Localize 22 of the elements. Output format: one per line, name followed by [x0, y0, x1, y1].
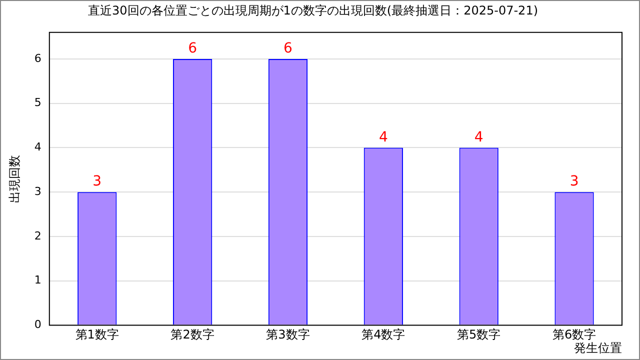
x-tick-label: 第2数字 — [170, 328, 214, 342]
data-label: 3 — [570, 174, 579, 190]
chart-title: 直近30回の各位置ごとの出現周期が1の数字の出現回数(最終抽選日：2025-07-21) — [88, 3, 538, 18]
y-tick-label: 4 — [34, 140, 42, 154]
y-axis-title: 出現回数 — [7, 154, 22, 203]
y-tick-label: 5 — [34, 96, 42, 110]
x-tick-label: 第6数字 — [552, 328, 596, 342]
y-tick-label: 2 — [34, 229, 42, 242]
y-tick-label: 3 — [34, 184, 42, 198]
y-tick-label: 1 — [34, 274, 42, 287]
data-label: 3 — [92, 174, 102, 190]
data-label: 6 — [284, 40, 293, 57]
x-axis-title: 発生位置 — [574, 340, 622, 355]
y-tick-label: 0 — [34, 318, 42, 332]
x-tick-label: 第3数字 — [266, 328, 310, 342]
data-label: 4 — [474, 129, 484, 146]
data-label: 6 — [188, 40, 198, 57]
x-tick-label: 第1数字 — [75, 328, 119, 342]
data-label: 4 — [378, 129, 388, 146]
x-tick-label: 第5数字 — [457, 328, 501, 342]
x-tick-label: 第4数字 — [362, 328, 406, 342]
y-tick-label: 6 — [34, 52, 42, 65]
